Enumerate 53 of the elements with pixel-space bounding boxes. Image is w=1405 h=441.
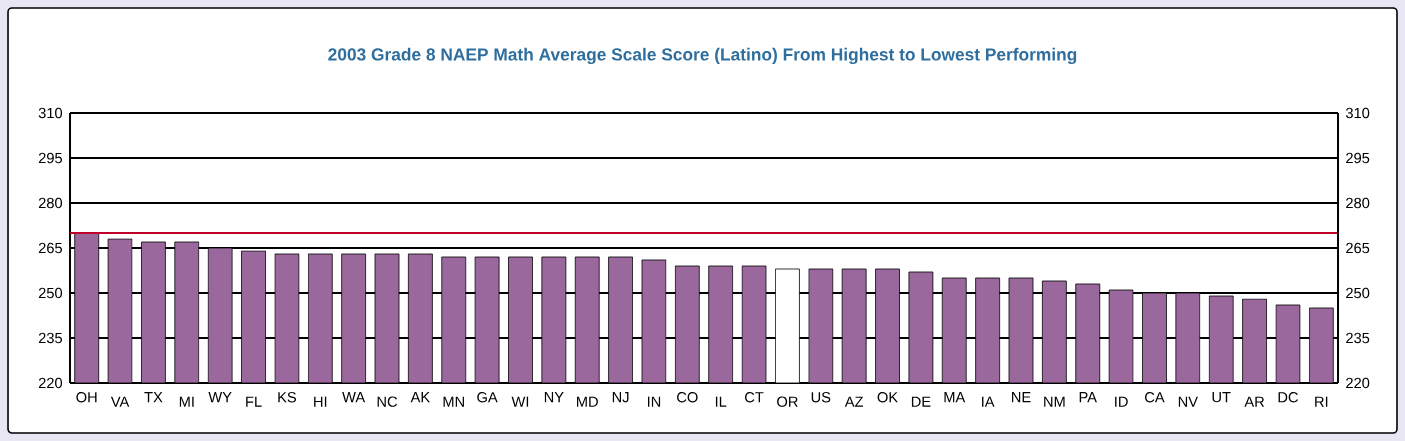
x-tick-label: MN	[443, 396, 464, 407]
x-tick-label: IA	[982, 396, 995, 407]
y-tick-label: 265	[38, 242, 63, 254]
x-tick-label: TX	[144, 392, 163, 403]
x-tick-label: NE	[1012, 392, 1031, 403]
x-tick-label: DE	[911, 396, 931, 407]
y-tick-label: 250	[38, 287, 63, 299]
x-tick-label: AR	[1244, 396, 1265, 407]
y-tick-label: 235	[38, 332, 63, 344]
x-tick-label: OH	[76, 392, 97, 403]
x-tick-label: HI	[314, 396, 327, 407]
y2-tick-label: 220	[1346, 377, 1370, 389]
x-tick-label: CA	[1145, 392, 1165, 403]
x-tick-label: OK	[877, 392, 898, 403]
x-tick-label: US	[811, 392, 831, 403]
y2-tick-label: 310	[1345, 107, 1370, 119]
y2-tick-label: 235	[1346, 332, 1370, 344]
x-tick-label: NJ	[612, 392, 629, 403]
x-tick-label: WY	[208, 392, 232, 403]
x-tick-label: WI	[511, 396, 529, 407]
x-tick-label: OR	[777, 396, 798, 407]
x-tick-label: FL	[246, 396, 262, 407]
x-tick-label: VA	[110, 396, 130, 407]
y2-tick-label: 280	[1346, 197, 1370, 209]
y2-tick-label: 295	[1346, 152, 1370, 164]
x-tick-label: IN	[647, 396, 661, 407]
y-tick-label: 310	[38, 107, 63, 119]
x-tick-label: IL	[715, 396, 727, 407]
x-tick-label: AZ	[844, 396, 864, 407]
x-tick-label: MD	[577, 396, 598, 407]
x-tick-label: DC	[1278, 392, 1298, 403]
x-tick-label: WA	[342, 392, 366, 403]
y-tick-label: 280	[38, 197, 63, 209]
x-tick-label: NV	[1178, 396, 1198, 407]
x-tick-label: MA	[944, 392, 966, 403]
x-tick-label: NC	[377, 396, 398, 407]
x-tick-label: PA	[1079, 392, 1097, 403]
x-tick-label: CT	[745, 392, 764, 403]
x-tick-label: UT	[1212, 392, 1231, 403]
x-tick-label: NY	[544, 392, 564, 403]
x-tick-label: NM	[1044, 396, 1065, 407]
y2-tick-label: 250	[1346, 287, 1370, 299]
x-tick-label: CO	[677, 392, 698, 403]
x-tick-label: ID	[1115, 396, 1128, 407]
y2-tick-label: 265	[1346, 242, 1370, 254]
x-tick-label: RI	[1315, 396, 1328, 407]
x-tick-label: GA	[477, 392, 498, 403]
x-tick-label: MI	[179, 396, 194, 407]
chart-title: 2003 Grade 8 NAEP Math Average Scale Score (Latino) From Highest to Lowest Performing	[328, 47, 1077, 65]
x-tick-label: AK	[410, 392, 430, 403]
y-tick-label: 220	[38, 377, 63, 389]
x-tick-label: KS	[278, 392, 296, 403]
y-tick-label: 295	[38, 152, 63, 164]
